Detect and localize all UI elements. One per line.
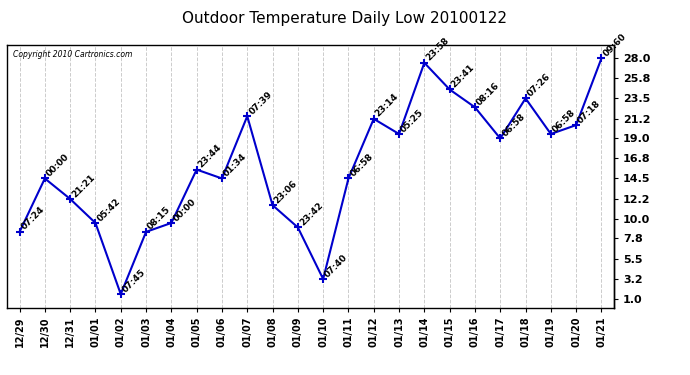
Text: 05:42: 05:42 bbox=[95, 196, 122, 223]
Text: 07:26: 07:26 bbox=[526, 72, 552, 98]
Text: 08:16: 08:16 bbox=[475, 81, 502, 107]
Text: 06:58: 06:58 bbox=[348, 152, 375, 178]
Text: 00:00: 00:00 bbox=[45, 152, 71, 178]
Text: 07:45: 07:45 bbox=[121, 267, 148, 294]
Text: Copyright 2010 Cartronics.com: Copyright 2010 Cartronics.com bbox=[13, 50, 132, 59]
Text: 00:00: 00:00 bbox=[171, 197, 197, 223]
Text: 09:60: 09:60 bbox=[602, 32, 628, 58]
Text: 01:34: 01:34 bbox=[222, 152, 248, 178]
Text: 07:18: 07:18 bbox=[576, 99, 603, 125]
Text: 23:58: 23:58 bbox=[424, 36, 451, 63]
Text: 23:42: 23:42 bbox=[298, 201, 324, 227]
Text: 07:40: 07:40 bbox=[323, 252, 350, 279]
Text: 06:58: 06:58 bbox=[500, 112, 526, 138]
Text: 06:58: 06:58 bbox=[551, 108, 578, 134]
Text: 08:15: 08:15 bbox=[146, 206, 172, 232]
Text: 07:24: 07:24 bbox=[19, 205, 46, 232]
Text: 23:44: 23:44 bbox=[197, 143, 224, 170]
Text: 07:39: 07:39 bbox=[247, 90, 274, 116]
Text: 23:14: 23:14 bbox=[374, 92, 400, 119]
Text: 23:41: 23:41 bbox=[450, 63, 476, 90]
Text: Outdoor Temperature Daily Low 20100122: Outdoor Temperature Daily Low 20100122 bbox=[182, 11, 508, 26]
Text: 05:25: 05:25 bbox=[399, 108, 426, 134]
Text: 21:21: 21:21 bbox=[70, 172, 97, 199]
Text: 23:06: 23:06 bbox=[273, 178, 299, 205]
